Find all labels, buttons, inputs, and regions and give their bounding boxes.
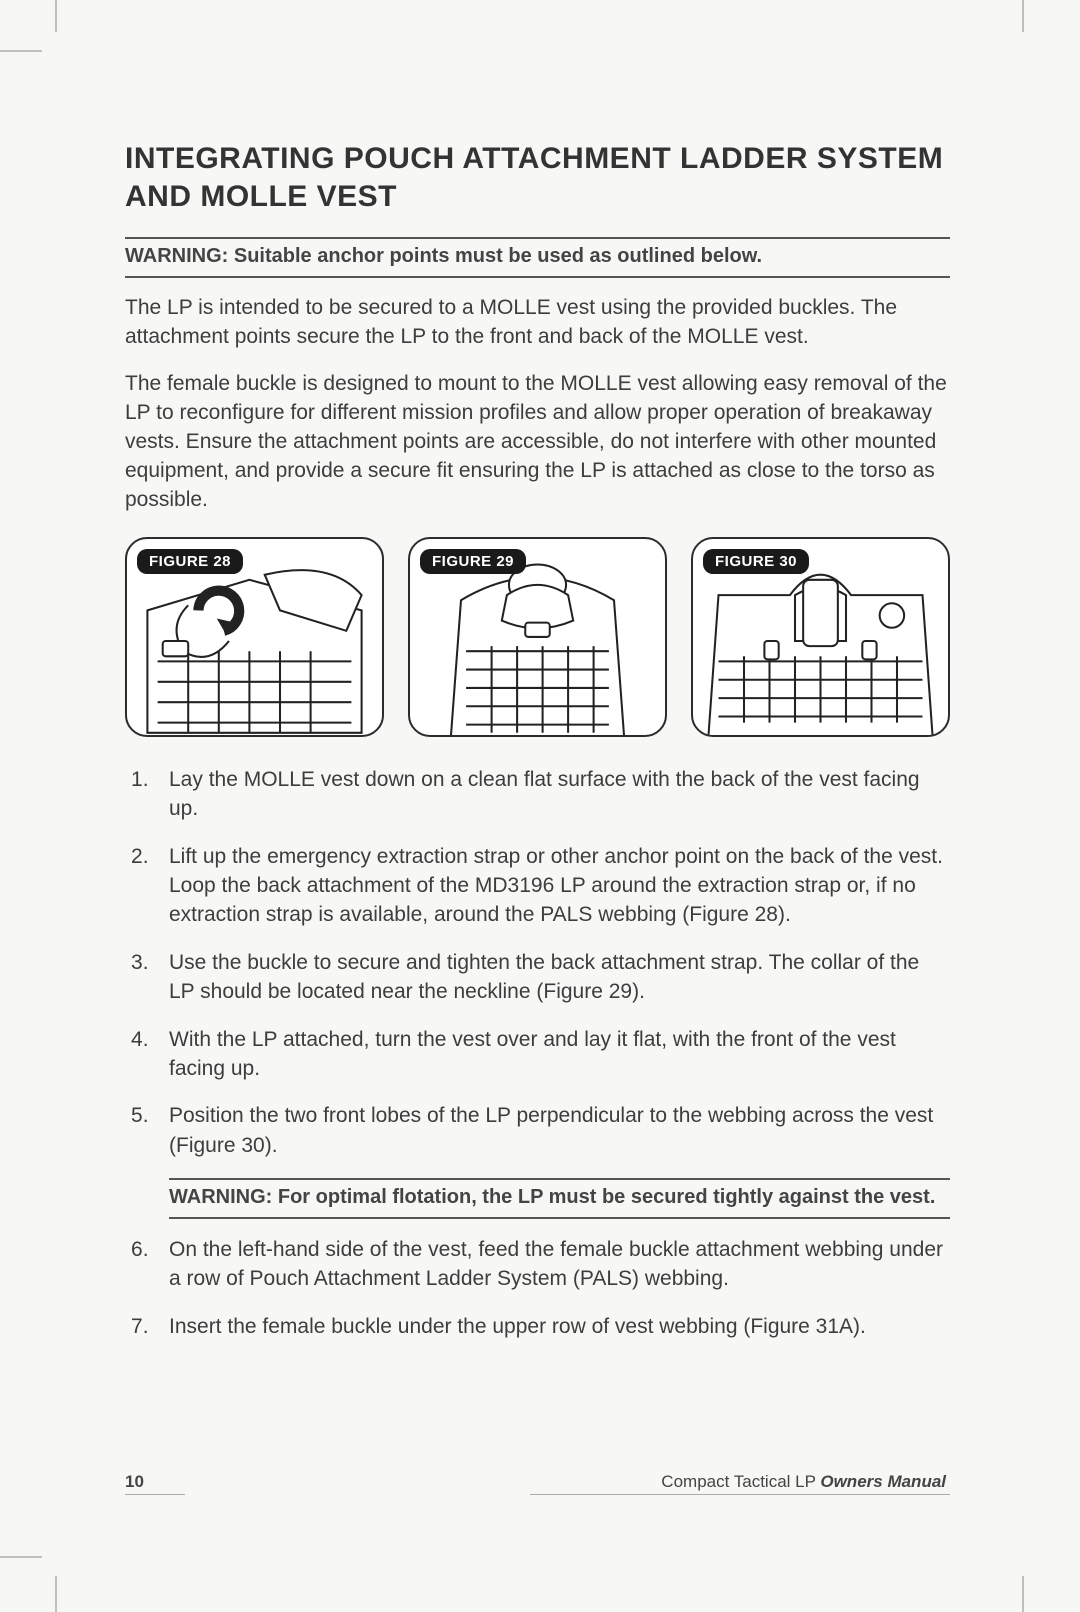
figure-28: FIGURE 28: [125, 537, 384, 737]
step-item: With the LP attached, turn the vest over…: [125, 1025, 950, 1084]
page-footer: 10 Compact Tactical LP Owners Manual: [125, 1472, 950, 1495]
figure-label: FIGURE 30: [703, 549, 809, 574]
page: INTEGRATING POUCH ATTACHMENT LADDER SYST…: [55, 30, 1020, 1575]
figures-row: FIGURE 28: [125, 537, 950, 737]
figure-label: FIGURE 28: [137, 549, 243, 574]
crop-mark: [55, 1576, 57, 1612]
crop-mark: [0, 1556, 42, 1558]
crop-mark: [0, 50, 42, 52]
crop-mark: [1022, 1576, 1024, 1612]
step-list-1: Lay the MOLLE vest down on a clean flat …: [125, 765, 950, 1160]
figure-29: FIGURE 29: [408, 537, 667, 737]
section-title: INTEGRATING POUCH ATTACHMENT LADDER SYST…: [125, 140, 950, 215]
figure-30: FIGURE 30: [691, 537, 950, 737]
step-item: Position the two front lobes of the LP p…: [125, 1101, 950, 1160]
paragraph-2: The female buckle is designed to mount t…: [125, 370, 950, 515]
crop-mark: [55, 0, 57, 32]
doc-title-prefix: Compact Tactical LP: [661, 1472, 820, 1491]
crop-mark: [1022, 0, 1024, 32]
step-item: Use the buckle to secure and tighten the…: [125, 948, 950, 1007]
step-item: On the left-hand side of the vest, feed …: [125, 1235, 950, 1294]
step-list-2: On the left-hand side of the vest, feed …: [125, 1235, 950, 1341]
doc-title: Compact Tactical LP Owners Manual: [530, 1472, 950, 1495]
warning-top: WARNING: Suitable anchor points must be …: [125, 237, 950, 278]
step-item: Lift up the emergency extraction strap o…: [125, 842, 950, 930]
warning-mid: WARNING: For optimal flotation, the LP m…: [169, 1178, 950, 1219]
step-item: Lay the MOLLE vest down on a clean flat …: [125, 765, 950, 824]
figure-label: FIGURE 29: [420, 549, 526, 574]
paragraph-1: The LP is intended to be secured to a MO…: [125, 294, 950, 352]
doc-title-em: Owners Manual: [820, 1472, 946, 1491]
page-number: 10: [125, 1472, 185, 1495]
step-item: Insert the female buckle under the upper…: [125, 1312, 950, 1341]
